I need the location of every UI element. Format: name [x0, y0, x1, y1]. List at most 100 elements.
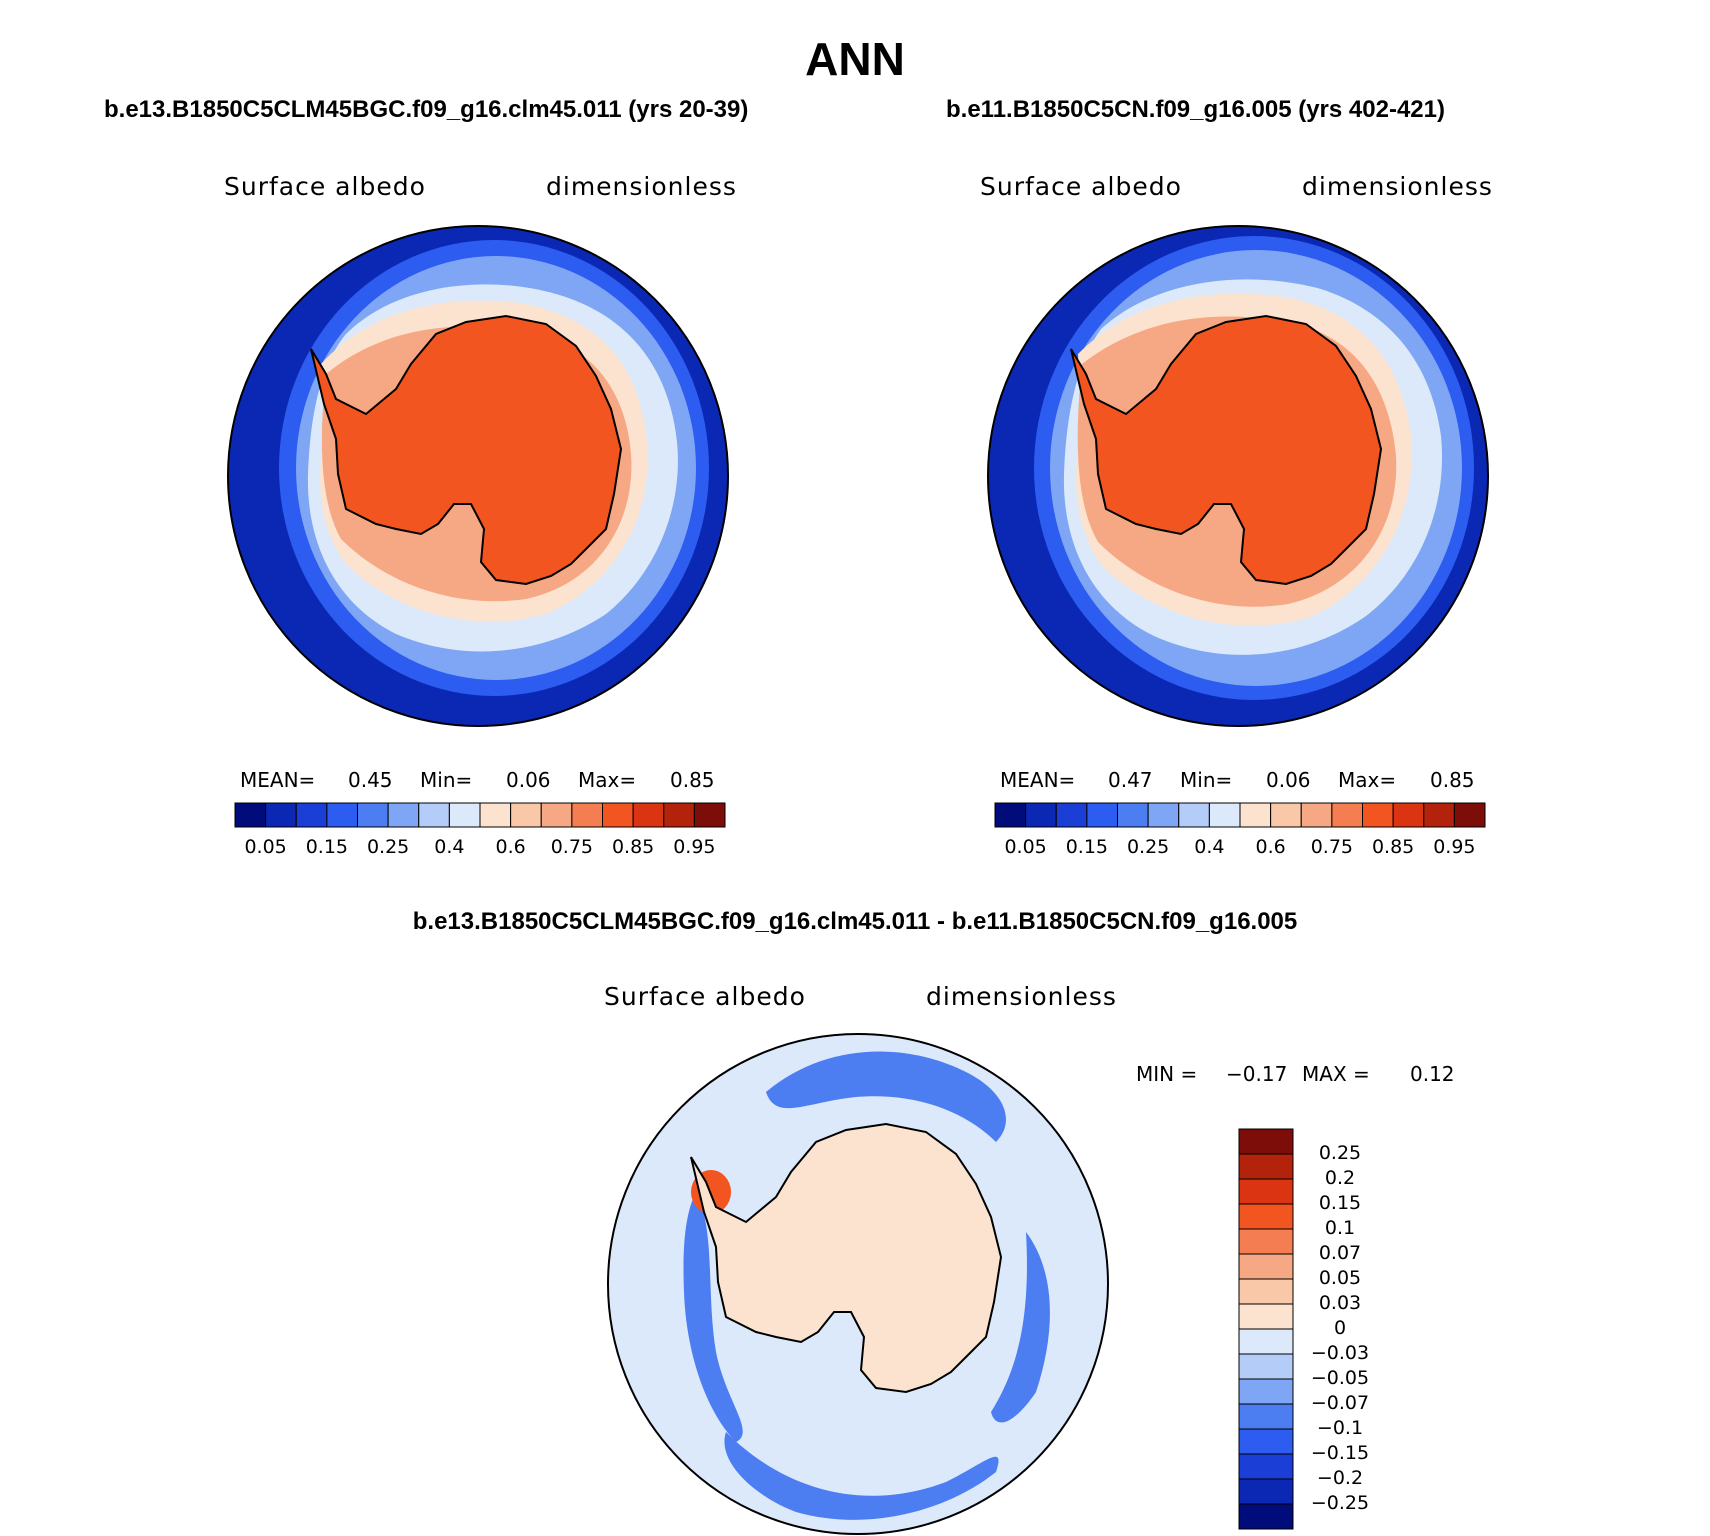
colorbar-tick-label: 0.2 [1324, 1167, 1356, 1189]
right-mean-label: MEAN= [1000, 768, 1076, 792]
colorbar-swatch [1238, 1478, 1294, 1505]
colorbar-tick-label: −0.07 [1310, 1392, 1370, 1414]
colorbar-tick-label: 0.6 [495, 836, 526, 858]
colorbar-tick-label: 0.75 [1310, 836, 1354, 858]
diff-polar-map [607, 1033, 1109, 1535]
colorbar-tick-label: 0.05 [1318, 1267, 1362, 1289]
antarctica-landmass [1070, 314, 1383, 586]
colorbar-swatch [1331, 802, 1363, 828]
colorbar-swatch [540, 802, 573, 828]
right-units-label: dimensionless [1302, 172, 1493, 201]
colorbar-swatch [1362, 802, 1394, 828]
colorbar-tick-label: 0.03 [1318, 1292, 1362, 1314]
colorbar-swatch [1238, 1278, 1294, 1305]
colorbar-tick-label: 0.6 [1255, 836, 1286, 858]
diff-min-value: −0.17 [1226, 1062, 1288, 1086]
colorbar-tick-label: 0.1 [1324, 1217, 1356, 1239]
negative-anomaly-band-west [683, 1192, 743, 1442]
colorbar-tick-label: 0.15 [1318, 1192, 1362, 1214]
colorbar-swatch [632, 802, 665, 828]
negative-anomaly-band-north [766, 1051, 1006, 1142]
colorbar-swatch [1238, 1153, 1294, 1180]
diff-colorbar [1238, 1128, 1294, 1530]
colorbar-swatch [1025, 802, 1057, 828]
right-colorbar [994, 802, 1486, 828]
colorbar-swatch [1238, 1178, 1294, 1205]
colorbar-tick-label: −0.25 [1310, 1492, 1370, 1514]
left-mean-value: 0.45 [348, 768, 393, 792]
left-case-title: b.e13.B1850C5CLM45BGC.f09_g16.clm45.011 … [104, 96, 749, 123]
diff-min-label: MIN = [1136, 1062, 1198, 1086]
right-colorbar-ticks: 0.05 0.15 0.25 0.4 0.6 0.75 0.85 0.95 [994, 836, 1486, 860]
colorbar-swatch [357, 802, 389, 828]
right-polar-map [987, 225, 1489, 727]
left-colorbar [234, 802, 726, 828]
colorbar-swatch [1270, 802, 1302, 828]
antarctica-landmass [690, 1122, 1003, 1394]
diff-max-label: MAX = [1302, 1062, 1370, 1086]
colorbar-swatch [1238, 1403, 1294, 1430]
colorbar-tick-label: 0.25 [1126, 836, 1170, 858]
colorbar-swatch [571, 802, 603, 828]
colorbar-swatch [1147, 802, 1180, 828]
colorbar-swatch [1238, 1128, 1294, 1155]
diff-case-title: b.e13.B1850C5CLM45BGC.f09_g16.clm45.011 … [412, 908, 1298, 935]
colorbar-tick-label: 0.85 [1371, 836, 1415, 858]
right-max-value: 0.85 [1430, 768, 1475, 792]
left-max-value: 0.85 [670, 768, 715, 792]
right-variable-label: Surface albedo [980, 172, 1182, 201]
colorbar-tick-label: 0.15 [1065, 836, 1109, 858]
diff-variable-label: Surface albedo [604, 982, 806, 1011]
colorbar-swatch [326, 802, 358, 828]
colorbar-swatch [479, 802, 512, 828]
colorbar-tick-label: 0 [1333, 1317, 1347, 1339]
right-mean-value: 0.47 [1108, 768, 1153, 792]
colorbar-swatch [602, 802, 634, 828]
diff-max-value: 0.12 [1410, 1062, 1455, 1086]
colorbar-tick-label: 0.4 [434, 836, 465, 858]
colorbar-tick-label: 0.25 [1318, 1142, 1362, 1164]
colorbar-tick-label: 0.05 [1004, 836, 1047, 858]
colorbar-swatch [994, 802, 1027, 828]
colorbar-swatch [1238, 1353, 1294, 1380]
colorbar-tick-label: 0.25 [366, 836, 410, 858]
colorbar-swatch [1238, 1228, 1294, 1255]
left-min-value: 0.06 [506, 768, 551, 792]
colorbar-swatch [1239, 802, 1272, 828]
antarctica-landmass [310, 314, 623, 586]
colorbar-swatch [1453, 802, 1486, 828]
colorbar-tick-label: −0.15 [1310, 1442, 1370, 1464]
colorbar-swatch [1208, 802, 1241, 828]
colorbar-swatch [1300, 802, 1333, 828]
colorbar-swatch [1392, 802, 1425, 828]
left-polar-map [227, 225, 729, 727]
diff-colorbar-ticks: 0.25 0.2 0.15 0.1 0.07 0.05 0.03 0 −0.03 −0.05 −0.… [1300, 1128, 1420, 1530]
colorbar-swatch [418, 802, 450, 828]
colorbar-tick-label: −0.2 [1316, 1467, 1364, 1489]
colorbar-tick-label: 0.95 [1433, 836, 1476, 858]
colorbar-swatch [693, 802, 726, 828]
diff-units-label: dimensionless [926, 982, 1117, 1011]
figure-title: ANN [805, 33, 905, 85]
colorbar-swatch [1423, 802, 1455, 828]
colorbar-swatch [265, 802, 297, 828]
colorbar-swatch [234, 802, 267, 828]
colorbar-swatch [1238, 1428, 1294, 1455]
left-mean-label: MEAN= [240, 768, 316, 792]
colorbar-tick-label: 0.4 [1194, 836, 1225, 858]
colorbar-tick-label: 0.05 [244, 836, 287, 858]
left-variable-label: Surface albedo [224, 172, 426, 201]
colorbar-swatch [1238, 1378, 1294, 1405]
colorbar-tick-label: 0.85 [611, 836, 655, 858]
left-units-label: dimensionless [546, 172, 737, 201]
colorbar-swatch [387, 802, 420, 828]
negative-anomaly-band-east [991, 1232, 1050, 1423]
colorbar-tick-label: −0.03 [1310, 1342, 1370, 1364]
colorbar-swatch [1238, 1203, 1294, 1230]
right-min-label: Min= [1180, 768, 1233, 792]
colorbar-swatch [1238, 1328, 1294, 1355]
colorbar-tick-label: 0.15 [305, 836, 349, 858]
colorbar-swatch [1238, 1503, 1294, 1530]
colorbar-tick-label: −0.1 [1316, 1417, 1364, 1439]
left-min-label: Min= [420, 768, 473, 792]
